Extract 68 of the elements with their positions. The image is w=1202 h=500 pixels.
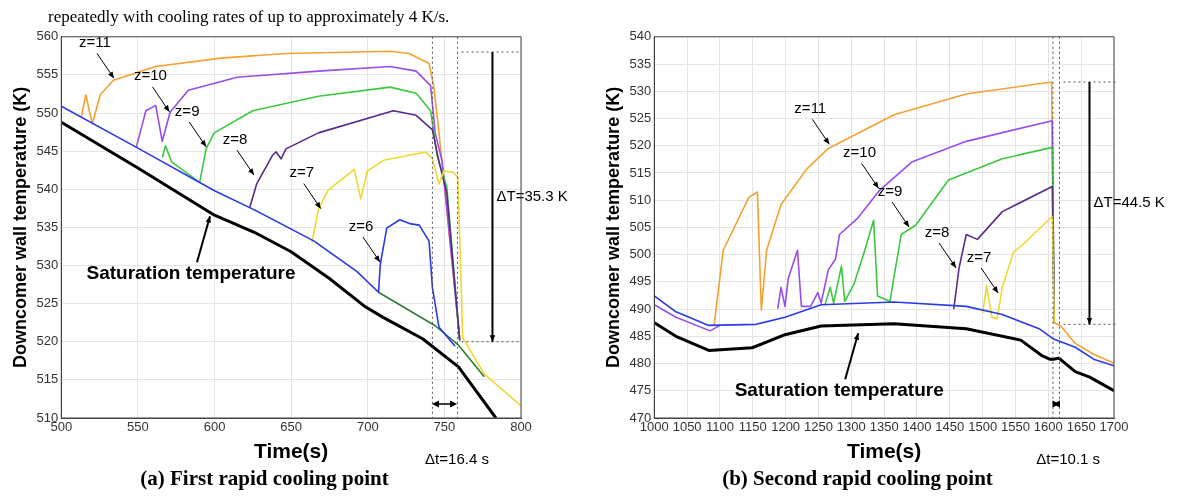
annotation: ΔT=44.5 K xyxy=(1093,193,1165,211)
x-tick-label: 1700 xyxy=(1099,419,1129,435)
text: Δt=16.4 s xyxy=(425,449,489,467)
x-tick-label: 1300 xyxy=(836,419,866,435)
y-tick-label: 540 xyxy=(36,180,59,196)
y-tick-label: 555 xyxy=(36,66,59,82)
text: (a) First rapid cooling point xyxy=(140,465,389,490)
annotation: z=7 xyxy=(289,163,315,181)
y-tick-label: 515 xyxy=(629,164,652,180)
x-tick-label: 550 xyxy=(127,419,149,435)
annotation: z=8 xyxy=(222,129,248,147)
x-tick-label: 1250 xyxy=(804,419,833,435)
x-tick-label: 650 xyxy=(280,419,302,435)
y-tick-label: 530 xyxy=(629,82,652,98)
y-tick-label: 525 xyxy=(629,110,652,126)
x-tick-label: 1200 xyxy=(771,419,801,435)
annotation: Saturation temperature xyxy=(86,261,296,283)
y-tick-label: 520 xyxy=(629,137,652,153)
y-tick-label: 515 xyxy=(36,371,59,387)
y-tick-label: 560 xyxy=(36,28,59,44)
x-axis-title: Time(s) xyxy=(253,439,329,462)
annotation: z=7 xyxy=(966,247,992,265)
annotation: z=10 xyxy=(133,66,167,84)
text: Δt=10.1 s xyxy=(1036,449,1101,467)
x-tick-label: 1050 xyxy=(672,419,702,435)
y-tick-label: 535 xyxy=(36,218,59,234)
x-tick-label: 1550 xyxy=(1001,419,1030,435)
x-tick-label: 1650 xyxy=(1066,419,1096,435)
annotation: z=6 xyxy=(348,216,374,234)
x-tick-label: 1600 xyxy=(1033,419,1063,435)
x-tick-label: 1450 xyxy=(935,419,965,435)
y-tick-label: 545 xyxy=(36,142,59,158)
y-tick-label: 525 xyxy=(36,295,59,311)
y-tick-label: 520 xyxy=(36,333,59,349)
x-tick-label: 1400 xyxy=(902,419,932,435)
annotation: Saturation temperature xyxy=(734,378,944,400)
annotation: ΔT=35.3 K xyxy=(496,187,568,205)
annotation: z=10 xyxy=(843,143,877,161)
annotation: z=8 xyxy=(924,222,950,240)
y-axis-title: Downcomer wall temperature (K) xyxy=(9,86,30,368)
y-tick-label: 490 xyxy=(629,300,652,316)
y-tick-label: 510 xyxy=(629,191,652,207)
y-tick-label: 530 xyxy=(36,257,59,273)
y-tick-label: 505 xyxy=(629,218,652,234)
annotation: z=11 xyxy=(79,32,111,50)
x-tick-label: 1350 xyxy=(869,419,899,435)
x-tick-label: 800 xyxy=(510,419,532,435)
x-tick-label: 750 xyxy=(433,419,456,435)
y-axis-title: Downcomer wall temperature (K) xyxy=(602,86,623,368)
y-tick-label: 550 xyxy=(36,104,59,120)
chart-subtitle: repeatedly with cooling rates of up to approximately 4 K/s. xyxy=(47,7,451,26)
x-axis-title: Time(s) xyxy=(846,439,922,462)
y-tick-label: 485 xyxy=(629,327,652,343)
annotation: z=9 xyxy=(877,181,903,199)
y-tick-label: 495 xyxy=(629,273,652,289)
x-tick-label: 1150 xyxy=(738,419,767,435)
y-tick-label: 540 xyxy=(629,28,652,44)
y-tick-label: 500 xyxy=(629,246,652,262)
y-tick-label: 475 xyxy=(629,382,652,398)
annotation: z=11 xyxy=(794,98,827,116)
x-tick-label: 600 xyxy=(203,419,226,435)
y-tick-label: 535 xyxy=(629,55,652,71)
x-tick-label: 700 xyxy=(356,419,379,435)
annotation: z=9 xyxy=(174,101,200,119)
y-tick-label: 480 xyxy=(629,355,652,371)
text: (b) Second rapid cooling point xyxy=(722,465,993,490)
x-tick-label: 1100 xyxy=(705,419,734,435)
x-tick-label: 1500 xyxy=(968,419,998,435)
